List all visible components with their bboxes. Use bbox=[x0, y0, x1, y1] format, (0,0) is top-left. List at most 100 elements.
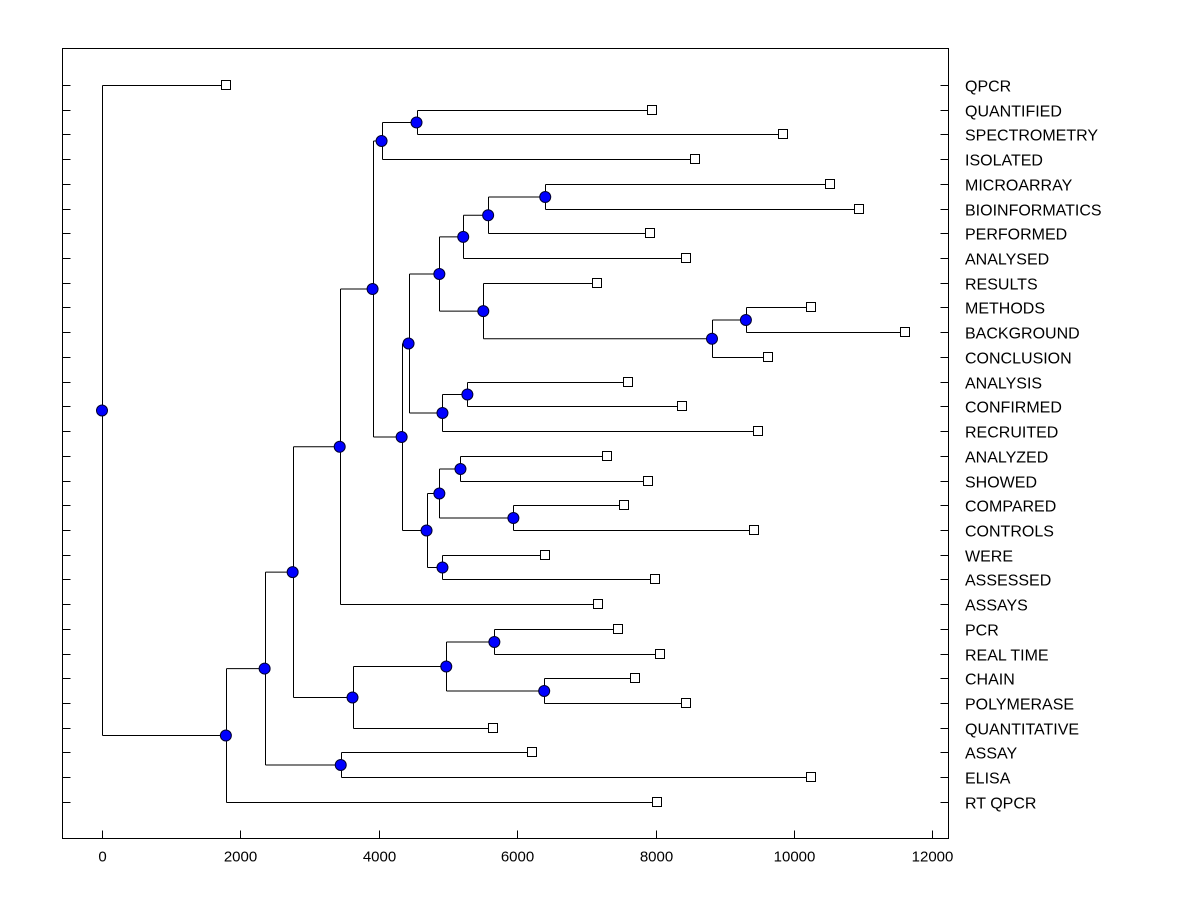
merge-node bbox=[440, 660, 453, 673]
leaf-marker bbox=[806, 302, 816, 312]
x-tick-label: 10000 bbox=[774, 849, 816, 866]
leaf-marker bbox=[527, 747, 537, 757]
leaf-marker bbox=[681, 698, 691, 708]
leaf-label: ANALYSED bbox=[965, 252, 1049, 269]
leaf-label: SPECTROMETRY bbox=[965, 128, 1098, 145]
merge-node bbox=[507, 512, 520, 524]
leaf-label: RT QPCR bbox=[965, 796, 1036, 813]
merge-node bbox=[375, 135, 388, 147]
merge-node bbox=[433, 268, 446, 280]
merge-node bbox=[538, 685, 551, 697]
leaf-label: MICROARRAY bbox=[965, 178, 1073, 195]
leaf-label: ANALYZED bbox=[965, 450, 1048, 467]
leaf-label: REAL TIME bbox=[965, 648, 1049, 665]
axis-ticks: 0 2000 4000 6000 8000 10000 12000 bbox=[62, 85, 954, 866]
leaf-marker bbox=[488, 723, 498, 733]
merge-node bbox=[395, 431, 408, 443]
leaf-label: WERE bbox=[965, 549, 1013, 566]
leaf-marker bbox=[677, 401, 687, 411]
leaf-marker bbox=[645, 228, 655, 238]
leaf-marker bbox=[602, 451, 612, 461]
leaf-marker bbox=[619, 500, 629, 510]
merge-node bbox=[454, 463, 467, 475]
leaf-labels: QPCR QUANTIFIED SPECTROMETRY ISOLATED MICROA… bbox=[965, 79, 1102, 813]
leaf-label: QUANTITATIVE bbox=[965, 722, 1079, 739]
merge-node bbox=[488, 636, 501, 648]
merge-node bbox=[346, 691, 359, 704]
leaf-label: ASSESSED bbox=[965, 573, 1051, 590]
x-tick-label: 8000 bbox=[640, 849, 673, 866]
leaf-marker bbox=[806, 772, 816, 782]
leaf-marker bbox=[690, 154, 700, 164]
merge-node bbox=[366, 283, 379, 295]
merge-node bbox=[539, 191, 552, 203]
x-tick-label: 12000 bbox=[912, 849, 954, 866]
merge-node bbox=[461, 388, 474, 401]
leaf-marker bbox=[540, 550, 550, 560]
leaf-label: RESULTS bbox=[965, 277, 1038, 294]
leaf-label: CONFIRMED bbox=[965, 400, 1062, 417]
leaf-marker bbox=[652, 797, 662, 807]
leaf-label: CHAIN bbox=[965, 672, 1015, 689]
merge-node bbox=[705, 332, 718, 345]
leaf-marker bbox=[825, 179, 835, 189]
leaf-marker bbox=[900, 327, 910, 337]
leaf-marker bbox=[763, 352, 773, 362]
leaf-marker bbox=[749, 525, 759, 535]
leaf-label: PERFORMED bbox=[965, 227, 1067, 244]
leaf-label: ANALYSIS bbox=[965, 376, 1042, 393]
leaf-label: QPCR bbox=[965, 79, 1011, 96]
leaf-label: BIOINFORMATICS bbox=[965, 203, 1102, 220]
leaf-label: ASSAYS bbox=[965, 598, 1028, 615]
leaf-marker bbox=[593, 599, 603, 609]
leaf-label: POLYMERASE bbox=[965, 697, 1074, 714]
x-tick-label: 0 bbox=[98, 849, 106, 866]
merge-node bbox=[219, 729, 232, 742]
leaf-label: CONTROLS bbox=[965, 524, 1054, 541]
x-tick-label: 6000 bbox=[501, 849, 534, 866]
merge-node bbox=[258, 662, 271, 675]
leaf-marker bbox=[221, 80, 231, 90]
merge-node bbox=[457, 230, 470, 243]
merge-node bbox=[477, 305, 490, 318]
leaf-marker bbox=[623, 377, 633, 387]
leaf-label: COMPARED bbox=[965, 499, 1056, 516]
merge-node bbox=[96, 404, 108, 417]
leaf-marker bbox=[592, 278, 602, 288]
plot-frame bbox=[62, 48, 949, 839]
merge-node bbox=[334, 759, 347, 771]
merge-node bbox=[410, 116, 423, 129]
leaf-label: QUANTIFIED bbox=[965, 104, 1062, 121]
merge-node bbox=[739, 314, 752, 326]
leaf-marker bbox=[753, 426, 763, 436]
leaf-label: CONCLUSION bbox=[965, 351, 1072, 368]
x-tick-label: 2000 bbox=[224, 849, 257, 866]
leaf-marker bbox=[778, 129, 788, 139]
leaf-marker bbox=[630, 673, 640, 683]
leaf-label: PCR bbox=[965, 623, 999, 640]
leaf-label: ISOLATED bbox=[965, 153, 1043, 170]
leaf-label: BACKGROUND bbox=[965, 326, 1080, 343]
merge-node bbox=[433, 487, 446, 500]
leaf-marker bbox=[647, 105, 657, 115]
merge-node bbox=[436, 561, 449, 574]
leaf-marker bbox=[650, 574, 660, 584]
leaf-marker bbox=[613, 624, 623, 634]
x-tick-label: 4000 bbox=[363, 849, 396, 866]
dendrogram-nodes bbox=[96, 80, 910, 807]
dendrogram-branches bbox=[102, 85, 906, 803]
leaf-marker bbox=[643, 476, 653, 486]
leaf-marker bbox=[854, 204, 864, 214]
leaf-label: ELISA bbox=[965, 771, 1011, 788]
merge-node bbox=[482, 209, 495, 222]
merge-node bbox=[333, 440, 346, 453]
leaf-marker bbox=[655, 649, 665, 659]
merge-node bbox=[420, 524, 433, 537]
merge-node bbox=[402, 337, 415, 350]
leaf-marker bbox=[681, 253, 691, 263]
leaf-label: SHOWED bbox=[965, 475, 1037, 492]
merge-node bbox=[286, 566, 299, 579]
leaf-label: METHODS bbox=[965, 301, 1045, 318]
merge-node bbox=[436, 407, 449, 419]
